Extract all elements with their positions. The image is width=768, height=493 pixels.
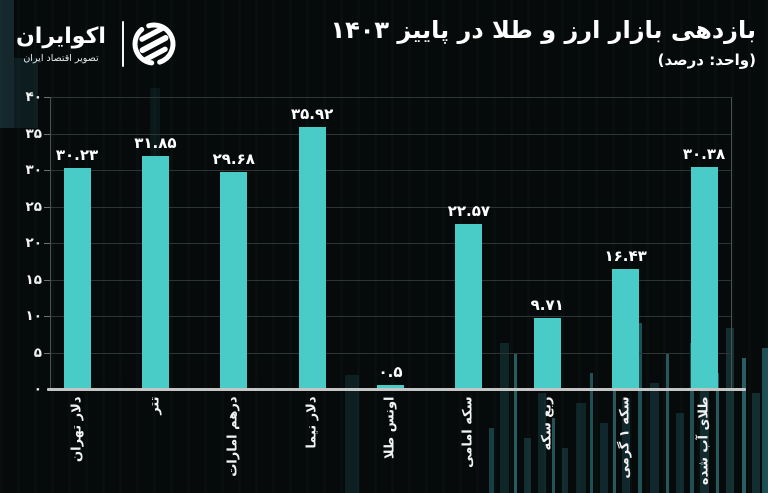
bar: [455, 224, 483, 389]
bar-value-label: ۳۰.۲۳: [55, 146, 99, 165]
brand-tagline: تصویر اقتصاد ایران: [23, 53, 99, 64]
x-axis-label: سکه ۱ گرمی: [617, 396, 633, 479]
x-axis-label: سکه امامی: [460, 396, 476, 468]
y-axis-tick-label: ۱۰: [25, 308, 42, 324]
x-axis-label: دلار تهران: [69, 396, 84, 462]
bar-value-label: ۳۱.۸۵: [134, 134, 177, 153]
bar: [690, 167, 718, 389]
chart-title: بازدهی بازار ارز و طلا در پاییز ۱۴۰۳: [330, 16, 756, 44]
bar-value-label: ۲۹.۶۸: [212, 150, 255, 169]
y-axis-tick-mark: [44, 170, 50, 171]
bar: [298, 126, 326, 389]
gridline: [50, 133, 731, 135]
bar: [141, 156, 169, 389]
y-axis-tick-label: ۵: [33, 344, 42, 361]
y-axis-tick-mark: [44, 352, 50, 354]
brand-name: اکوایران: [16, 24, 106, 49]
y-axis-tick-label: ۳۵: [25, 125, 42, 142]
y-axis-tick-label: ۱۵: [25, 271, 42, 288]
y-axis-tick-mark: [44, 133, 50, 135]
y-axis-tick-label: ۴۰: [25, 89, 42, 105]
y-axis-tick-mark: [44, 316, 50, 317]
bar: [533, 318, 561, 389]
ecoiran-circle-stripes-icon: [132, 22, 176, 66]
x-axis-label: طلای آب شده: [696, 396, 711, 485]
chart-header: بازدهی بازار ارز و طلا در پاییز ۱۴۰۳ (وا…: [330, 14, 756, 69]
gridline: [50, 206, 731, 208]
y-axis-tick-label: ۲۰: [25, 235, 42, 251]
brand-separator: [121, 21, 124, 67]
gridline: [50, 316, 731, 317]
y-axis-tick-mark: [44, 279, 50, 281]
bar-value-label: ۰.۵: [378, 363, 403, 382]
y-axis-tick-mark: [44, 206, 50, 208]
bar: [377, 385, 404, 389]
y-axis-tick-label: ۳۰: [25, 162, 42, 178]
x-axis-label: تتر: [147, 396, 163, 415]
x-axis-baseline: [47, 387, 746, 391]
bar-value-label: ۳۵.۹۲: [290, 104, 334, 123]
bar-value-label: ۲۲.۵۷: [447, 202, 491, 221]
y-axis-tick-label: ۰: [33, 381, 42, 397]
axis-right-spine: [731, 97, 732, 389]
gridline: [50, 243, 731, 244]
x-axis-label: اونس طلا: [382, 396, 398, 459]
y-axis-tick-mark: [44, 97, 50, 98]
axis-left-spine: [50, 97, 51, 389]
gridline: [50, 279, 731, 281]
x-axis-label: ربع سکه: [539, 396, 555, 450]
x-axis-label: درهم امارات: [225, 396, 241, 477]
x-axis-label: دلار نیما: [304, 396, 320, 449]
bar: [63, 168, 91, 389]
gridline: [50, 352, 731, 354]
bar: [220, 172, 248, 389]
gridline: [50, 97, 731, 98]
bar-value-label: ۱۶.۴۳: [604, 247, 647, 266]
gridline: [50, 170, 731, 171]
y-axis-tick-mark: [44, 243, 50, 244]
chart-unit-subtitle: (واحد: درصد): [657, 51, 756, 70]
y-axis-tick-label: ۲۵: [25, 198, 42, 215]
brand-lockup: اکوایران تصویر اقتصاد ایران: [16, 16, 178, 72]
bar-value-label: ۹.۷۱: [530, 296, 564, 315]
bar-value-label: ۳۰.۳۸: [682, 145, 726, 164]
bar: [612, 269, 640, 389]
